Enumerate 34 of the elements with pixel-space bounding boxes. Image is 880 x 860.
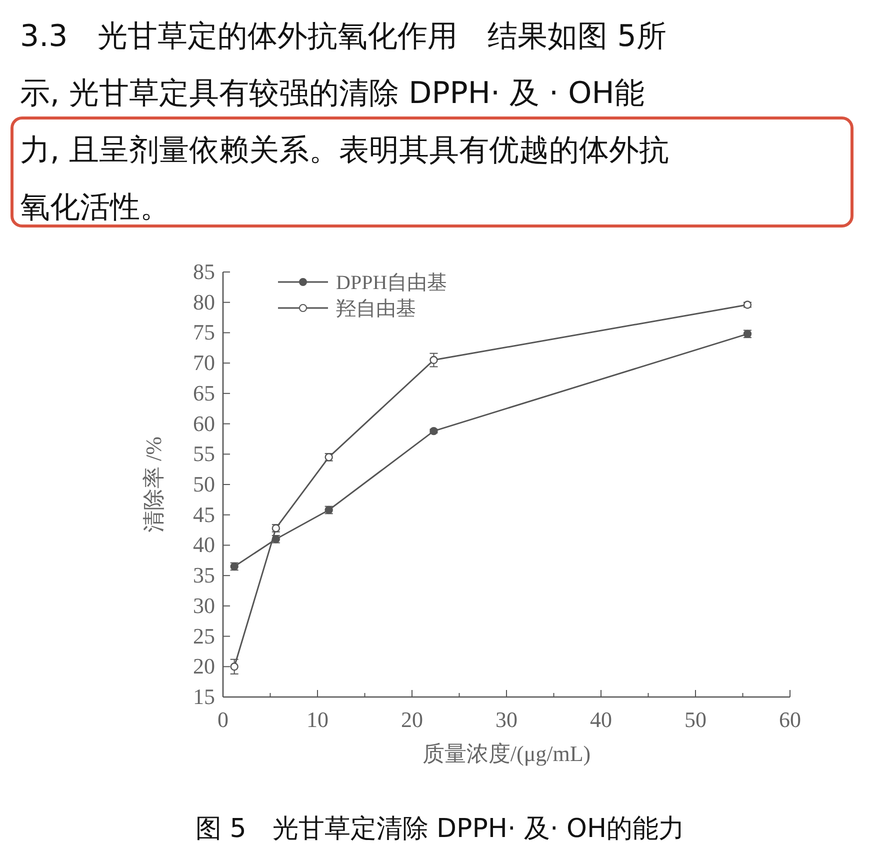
point bbox=[230, 662, 238, 671]
legend-label: DPPH自由基 bbox=[336, 272, 448, 294]
x-axis-title: 质量浓度/(μg/mL) bbox=[422, 741, 591, 766]
text: 3.3 光甘草定的体外抗氧化作用 结果如图 5所 bbox=[20, 19, 666, 54]
y-tick-label: 75 bbox=[193, 320, 215, 345]
text: 示, 光甘草定具有较强的清除 DPPH· 及 · OH能 bbox=[20, 76, 644, 111]
y-tick-label: 65 bbox=[193, 380, 215, 406]
y-tick-label: 60 bbox=[193, 410, 215, 436]
x-tick-label: 60 bbox=[779, 707, 801, 732]
x-tick-label: 40 bbox=[590, 707, 612, 732]
y-tick-label: 35 bbox=[193, 562, 215, 588]
y-tick-label: 25 bbox=[193, 623, 215, 648]
legend-label: 羟自由基 bbox=[336, 298, 416, 320]
y-tick-label: 70 bbox=[193, 350, 215, 376]
x-tick-label: 30 bbox=[496, 707, 518, 732]
y-tick-label: 85 bbox=[193, 259, 215, 284]
text: 氧化活性。 bbox=[20, 190, 170, 225]
point bbox=[430, 356, 438, 364]
y-tick-label: 15 bbox=[193, 684, 215, 709]
x-tick-label: 10 bbox=[306, 707, 328, 732]
y-tick-label: 45 bbox=[193, 502, 215, 527]
y-tick-label: 30 bbox=[193, 592, 215, 618]
y-tick-label: 50 bbox=[193, 472, 215, 496]
y-tick-label: 55 bbox=[193, 441, 215, 466]
text: 图 5 光甘草定清除 DPPH· 及· OH的能力 bbox=[195, 814, 685, 844]
x-tick-label: 50 bbox=[684, 707, 706, 732]
y-tick-label: 80 bbox=[193, 289, 215, 314]
x-tick-label: 20 bbox=[401, 707, 423, 732]
text: 力, 且呈剂量依赖关系。表明其具有优越的体外抗 bbox=[20, 133, 670, 168]
x-tick-label: 0 bbox=[218, 707, 228, 732]
y-tick-label: 40 bbox=[193, 532, 215, 558]
y-axis-title: 清除率 /% bbox=[141, 436, 166, 532]
point bbox=[430, 426, 438, 436]
y-tick-label: 20 bbox=[193, 654, 215, 679]
